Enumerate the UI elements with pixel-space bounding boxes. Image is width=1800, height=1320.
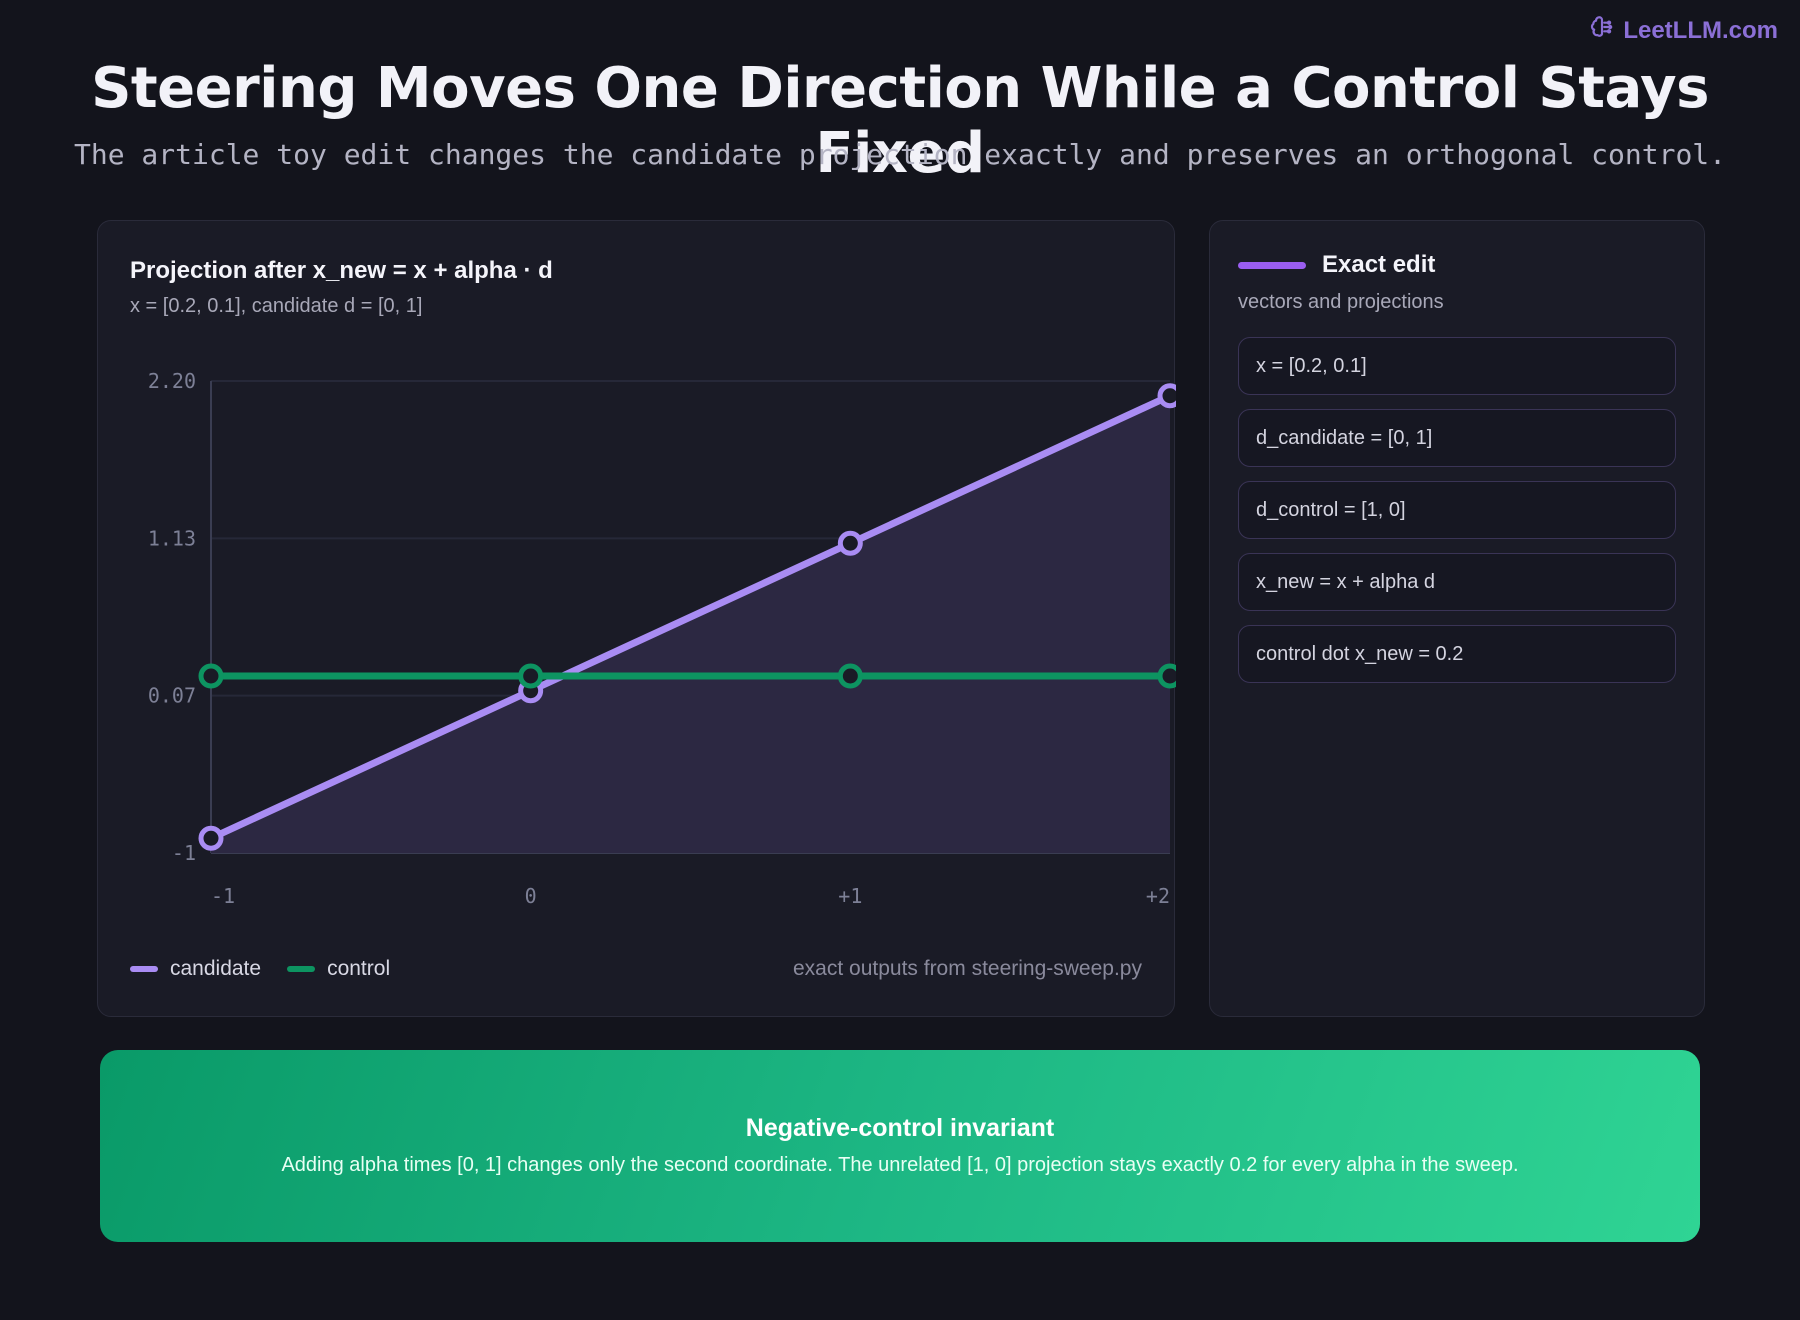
side-item-x-new: x_new = x + alpha d: [1238, 553, 1676, 611]
side-item-x: x = [0.2, 0.1]: [1238, 337, 1676, 395]
banner-text: Adding alpha times [0, 1] changes only t…: [281, 1154, 1519, 1176]
side-header: Exact edit: [1238, 251, 1435, 279]
page-subtitle: The article toy edit changes the candida…: [73, 138, 1727, 171]
brand-label: LeetLLM.com: [1623, 16, 1778, 44]
side-item-control-dot: control dot x_new = 0.2: [1238, 625, 1676, 683]
side-panel: Exact edit vectors and projections x = […: [1209, 220, 1705, 1017]
data-point-candidate: [837, 530, 863, 556]
legend-item-control: control: [287, 957, 390, 981]
x-tick-label: -1: [211, 884, 235, 908]
page-title: Steering Moves One Direction While a Con…: [91, 56, 1709, 186]
x-tick-label: +1: [838, 884, 862, 908]
side-title: Exact edit: [1322, 251, 1436, 278]
x-tick-label: 0: [525, 884, 537, 908]
chart-title: Projection after x_new = x + alpha · d: [130, 257, 553, 284]
banner-title: Negative-control invariant: [745, 1114, 1055, 1142]
x-tick-label: +2: [1146, 884, 1170, 908]
y-tick-label: 2.20: [148, 369, 196, 393]
data-point-control: [837, 663, 863, 689]
side-subtitle: vectors and projections: [1238, 291, 1444, 313]
data-point-control: [198, 663, 224, 689]
brain-icon: [1589, 14, 1615, 47]
chart-legend: candidate control: [130, 957, 390, 981]
chart-footnote: exact outputs from steering-sweep.py: [792, 957, 1142, 980]
chart-subtitle: x = [0.2, 0.1], candidate d = [0, 1]: [130, 295, 423, 317]
data-point-candidate: [198, 825, 224, 851]
legend-label-candidate: candidate: [170, 957, 262, 980]
side-legend-swatch: [1238, 261, 1306, 269]
side-item-d-candidate: d_candidate = [0, 1]: [1238, 409, 1676, 467]
legend-label-control: control: [327, 957, 391, 980]
y-tick-label: 0.07: [148, 684, 196, 708]
data-point-candidate: [1157, 383, 1176, 409]
invariant-banner: Negative-control invariant Adding alpha …: [100, 1050, 1700, 1242]
data-point-control: [518, 663, 544, 689]
data-point-control: [1157, 663, 1176, 689]
brand[interactable]: LeetLLM.com: [1589, 14, 1778, 47]
y-tick-label: -1: [172, 841, 196, 865]
legend-swatch-control: [287, 966, 316, 972]
legend-swatch-candidate: [130, 966, 158, 972]
side-list: x = [0.2, 0.1] d_candidate = [0, 1] d_co…: [1238, 337, 1676, 697]
chart-panel: Projection after x_new = x + alpha · d x…: [97, 220, 1176, 1017]
side-item-d-control: d_control = [1, 0]: [1238, 481, 1676, 539]
legend-item-candidate: candidate: [130, 957, 261, 981]
y-tick-label: 1.13: [148, 526, 196, 550]
line-chart: -1 0.07 1.13 2.20 -1 0 +1 +2: [148, 369, 1176, 908]
series-line-candidate: [207, 392, 1174, 842]
